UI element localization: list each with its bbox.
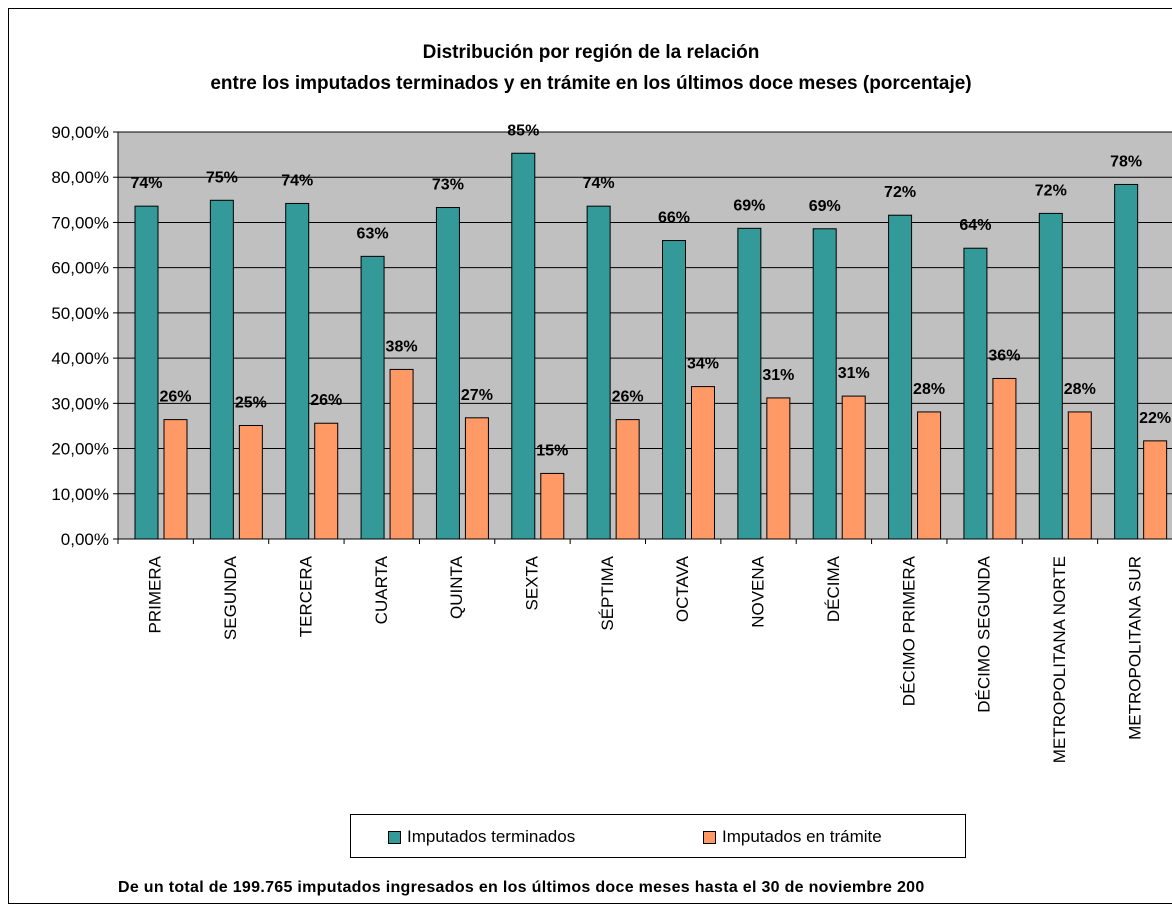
y-tick-label: 20,00% <box>51 440 109 459</box>
bar-tramite <box>691 386 715 540</box>
data-label-terminados: 66% <box>658 210 690 227</box>
bar-tramite <box>615 419 640 540</box>
data-label-tramite: 31% <box>838 365 870 382</box>
y-tick-label: 60,00% <box>51 259 109 278</box>
data-label-tramite: 31% <box>762 367 794 384</box>
data-label-terminados: 72% <box>884 184 916 201</box>
bar-terminados <box>963 247 988 540</box>
data-label-terminados: 75% <box>206 169 238 186</box>
bar-tramite <box>314 422 339 540</box>
legend-item-terminados: Imputados terminados <box>388 827 575 847</box>
y-tick-label: 90,00% <box>51 123 109 142</box>
legend-label-terminados: Imputados terminados <box>407 827 576 846</box>
data-label-tramite: 36% <box>988 347 1020 364</box>
y-tick-label: 80,00% <box>51 168 109 187</box>
x-category-label: NOVENA <box>749 555 768 627</box>
bar-terminados <box>662 240 686 540</box>
bar-terminados <box>812 228 837 540</box>
x-category-label: DÉCIMO PRIMERA <box>899 555 918 706</box>
x-category-label: OCTAVA <box>673 555 692 622</box>
data-label-terminados: 78% <box>1110 153 1142 170</box>
data-label-terminados: 63% <box>357 225 389 242</box>
data-label-tramite: 34% <box>687 356 719 373</box>
chart-title-line-2: entre los imputados terminados y en trám… <box>210 73 972 94</box>
data-label-tramite: 26% <box>310 392 342 409</box>
bar-terminados <box>888 214 913 540</box>
x-category-label: TERCERA <box>296 555 315 637</box>
data-label-terminados: 69% <box>733 197 765 214</box>
x-category-label: CUARTA <box>372 555 391 624</box>
bar-terminados <box>511 152 536 540</box>
x-category-label: DÉCIMO SEGUNDA <box>975 555 994 712</box>
legend-item-tramite: Imputados en trámite <box>703 827 882 847</box>
bar-tramite <box>163 419 188 540</box>
x-category-label: SEXTA <box>522 555 541 610</box>
y-tick-label: 70,00% <box>51 213 109 232</box>
y-tick-label: 30,00% <box>51 394 109 413</box>
bar-chart: 0,00% 10,00% 20,00% 30,00% 40,00% 50,00% 60,00… <box>51 122 1172 763</box>
bar-terminados <box>1114 183 1139 540</box>
x-category-label: QUINTA <box>447 555 466 619</box>
bar-tramite <box>1067 411 1092 540</box>
data-label-tramite: 25% <box>235 394 267 411</box>
bar-terminados <box>134 205 159 540</box>
data-label-terminados: 69% <box>809 198 841 215</box>
bar-terminados <box>360 255 385 540</box>
footnote: De un total de 199.765 imputados ingresa… <box>118 879 925 896</box>
x-category-label: PRIMERA <box>146 555 165 633</box>
bar-terminados <box>1038 212 1063 540</box>
data-label-tramite: 15% <box>536 442 568 459</box>
data-label-tramite: 38% <box>386 338 418 355</box>
data-label-tramite: 28% <box>913 381 945 398</box>
x-category-label: SÉPTIMA <box>598 555 617 630</box>
bar-terminados <box>586 205 611 540</box>
bar-tramite <box>540 472 565 540</box>
data-label-tramite: 28% <box>1064 381 1096 398</box>
legend-label-tramite: Imputados en trámite <box>722 827 882 846</box>
bar-terminados <box>435 207 460 540</box>
data-label-terminados: 74% <box>130 175 162 192</box>
data-label-tramite: 22% <box>1139 410 1171 427</box>
bar-tramite <box>917 411 942 540</box>
bar-tramite <box>1143 440 1168 540</box>
x-category-label: DÉCIMA <box>824 555 843 622</box>
data-label-terminados: 64% <box>959 217 991 234</box>
y-tick-label: 0,00% <box>61 530 109 549</box>
bar-tramite <box>464 417 489 540</box>
data-label-terminados: 74% <box>281 172 313 189</box>
x-category-label: METROPOLITANA NORTE <box>1050 556 1069 763</box>
data-label-tramite: 27% <box>461 387 493 404</box>
chart-title-line-1: Distribución por región de la relación <box>422 42 760 63</box>
data-label-terminados: 85% <box>507 122 539 139</box>
data-label-terminados: 74% <box>583 175 615 192</box>
bar-terminados <box>209 199 234 540</box>
data-label-terminados: 72% <box>1035 182 1067 199</box>
bar-terminados <box>285 202 310 540</box>
legend-swatch-tramite <box>703 830 716 844</box>
bar-tramite <box>841 395 866 540</box>
data-label-tramite: 26% <box>612 389 644 406</box>
x-category-label: METROPOLITANA SUR <box>1125 556 1144 740</box>
data-label-tramite: 26% <box>159 389 191 406</box>
y-tick-label: 50,00% <box>51 304 109 323</box>
bar-tramite <box>992 377 1017 540</box>
data-label-terminados: 73% <box>432 177 464 194</box>
bar-tramite <box>389 368 414 540</box>
chart-frame: Distribución por región de la relación e… <box>8 8 1172 904</box>
y-tick-label: 40,00% <box>51 349 109 368</box>
x-category-label: SEGUNDA <box>221 555 240 640</box>
bar-tramite <box>766 397 791 540</box>
bar-tramite <box>238 424 263 540</box>
chart-legend: Imputados terminados Imputados en trámit… <box>350 814 966 858</box>
bar-terminados <box>737 227 762 540</box>
legend-swatch-terminados <box>388 830 401 844</box>
y-tick-label: 10,00% <box>51 485 109 504</box>
